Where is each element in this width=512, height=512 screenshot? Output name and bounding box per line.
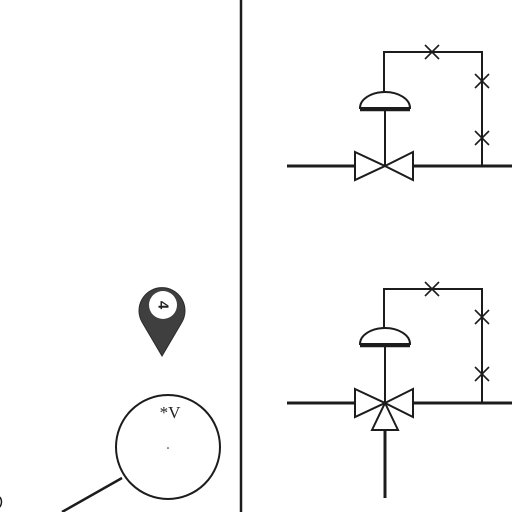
control-valve-upper	[287, 44, 512, 182]
block-x-mark	[424, 281, 440, 297]
bubble-center-dot	[167, 447, 169, 449]
block-x-mark	[474, 366, 490, 382]
instrument-bubble[interactable]: *V	[115, 394, 221, 500]
three-way-valve-right	[382, 387, 414, 419]
block-x-mark	[474, 309, 490, 325]
block-x-mark	[474, 73, 490, 89]
diaphragm-actuator	[358, 327, 412, 345]
marker-number: 4	[155, 301, 172, 310]
three-way-valve-bottom	[370, 400, 400, 431]
control-valve-symbol	[354, 150, 388, 182]
bubble-edge-fragment	[0, 496, 3, 508]
instrument-bubble-label: *V	[160, 403, 182, 422]
diaphragm-actuator	[358, 91, 412, 109]
instrument-bubble-circle	[115, 394, 221, 500]
block-x-mark	[424, 44, 440, 60]
control-valve-lower	[287, 281, 512, 498]
leader-line	[61, 476, 123, 512]
three-way-control-valve-symbol	[354, 387, 388, 419]
location-marker[interactable]: 4	[138, 287, 186, 357]
control-valve-symbol-right	[382, 150, 414, 182]
block-x-mark	[474, 130, 490, 146]
marker-inner-circle	[149, 291, 177, 319]
